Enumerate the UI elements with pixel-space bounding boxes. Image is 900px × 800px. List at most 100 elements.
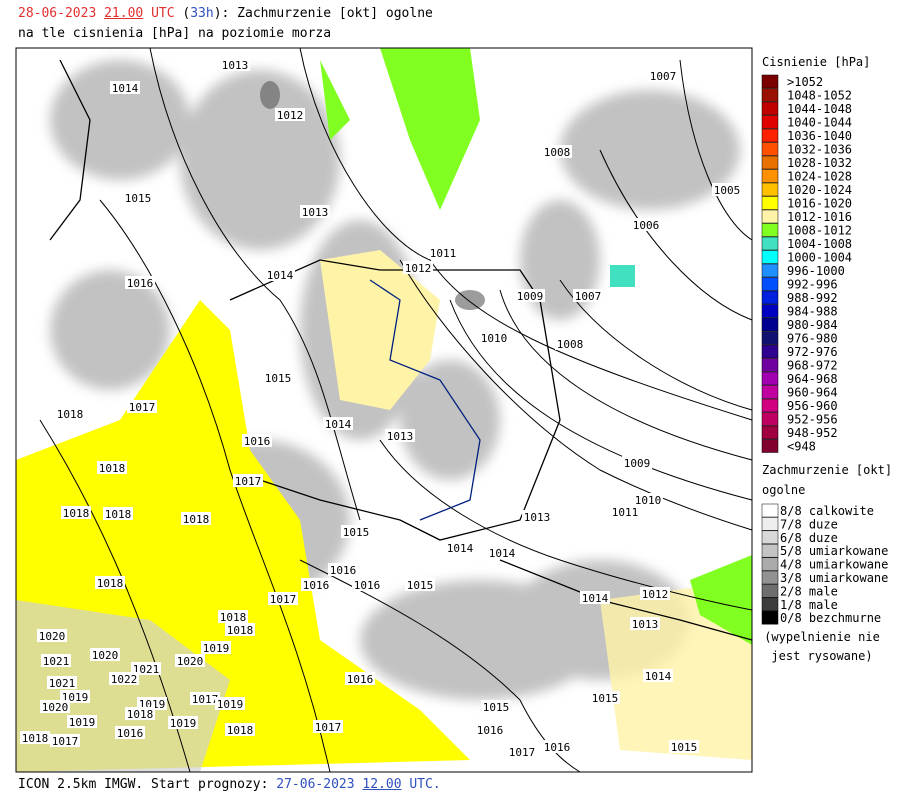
legend-swatch xyxy=(761,169,779,183)
legend-label: 1032-1036 xyxy=(787,143,852,157)
teal-area xyxy=(610,265,635,287)
isobar-label: 1016 xyxy=(303,579,330,592)
isobar-label-bg xyxy=(405,578,435,591)
isobar-label: 1005 xyxy=(714,184,741,197)
isobar-label: 1016 xyxy=(127,277,154,290)
isobar-label-bg xyxy=(61,506,91,519)
footer: ICON 2.5km IMGW. Start prognozy: 27-06-2… xyxy=(18,777,441,792)
legend-swatch xyxy=(761,597,779,612)
isobar-label: 1020 xyxy=(42,701,69,714)
start-utc: UTC. xyxy=(409,777,441,792)
isobar-label: 1014 xyxy=(267,269,294,282)
isobar-label-bg xyxy=(47,676,77,689)
isobars xyxy=(39,47,753,773)
legend-swatch xyxy=(761,290,779,305)
isobar-label-bg xyxy=(127,400,157,413)
legend-swatch xyxy=(761,557,779,571)
isobar-label-bg xyxy=(385,429,415,442)
isobar-label: 1017 xyxy=(315,721,342,734)
isobar-label-bg xyxy=(669,740,699,753)
isobar-label: 1013 xyxy=(222,59,249,72)
isobar-label-bg xyxy=(225,723,255,736)
isobar-label: 1021 xyxy=(133,663,160,676)
legend-label: 1048-1052 xyxy=(787,89,852,103)
legend-swatch xyxy=(761,425,779,440)
legend-swatch xyxy=(761,142,779,156)
isobar-label: 1016 xyxy=(347,673,374,686)
isobar-label-bg xyxy=(313,720,343,733)
isobar-label: 1015 xyxy=(343,526,370,539)
isobar-label: 1018 xyxy=(127,708,154,721)
isobar-label: 1017 xyxy=(270,593,297,606)
isobar-label-bg xyxy=(573,289,603,302)
isobar-label-bg xyxy=(487,546,517,559)
legend-swatch xyxy=(761,263,779,278)
legend-swatch xyxy=(761,543,779,558)
isobar-label-bg xyxy=(300,205,330,218)
green-area xyxy=(320,48,480,210)
legend-swatch xyxy=(761,412,779,426)
legend-swatch xyxy=(761,570,779,585)
legend-label: 1016-1020 xyxy=(787,197,852,211)
isobar-label-bg xyxy=(110,81,140,94)
isobar-label-bg xyxy=(97,461,127,474)
isobar-label: 1007 xyxy=(575,290,602,303)
isobar-label-bg xyxy=(631,218,661,231)
legend-swatch xyxy=(761,371,779,386)
isobar-label: 1019 xyxy=(69,716,96,729)
legend-swatch xyxy=(761,331,779,345)
legend-swatch xyxy=(761,250,779,264)
isobar-label: 1018 xyxy=(97,577,124,590)
legend-swatch xyxy=(761,223,779,237)
isobar-label-bg xyxy=(190,692,220,705)
legend-label: 1028-1032 xyxy=(787,156,852,170)
isobar-label-bg xyxy=(542,740,572,753)
isobar-label-bg xyxy=(301,578,331,591)
isobar-label-bg xyxy=(37,629,67,642)
isobar-label-bg xyxy=(201,641,231,654)
isobar-label: 1020 xyxy=(177,655,204,668)
isobar-label: 1016 xyxy=(330,564,357,577)
isobar-label-bg xyxy=(515,289,545,302)
isobar-label-bg xyxy=(242,434,272,447)
map-frame xyxy=(15,47,753,773)
legend-swatch xyxy=(761,503,779,518)
legend-label: 988-992 xyxy=(787,291,838,305)
isobar-label: 1015 xyxy=(483,701,510,714)
isobar-label: 1017 xyxy=(129,401,156,414)
isobar-label: 1009 xyxy=(517,290,544,303)
legend-label: 956-960 xyxy=(787,399,838,413)
isobar-label-bg xyxy=(225,623,255,636)
isobar-label-bg xyxy=(555,337,585,350)
isobar-label-bg xyxy=(20,731,50,744)
isobar-label-bg xyxy=(481,700,511,713)
isobar-label-bg xyxy=(610,505,640,518)
legend-label: 1000-1004 xyxy=(787,251,852,265)
isobar-label-bg xyxy=(123,191,153,204)
legend-label: 968-972 xyxy=(787,359,838,373)
isobar-label: 1016 xyxy=(544,741,571,754)
isobar-label: 1011 xyxy=(612,506,639,519)
legend-label: 4/8 umiarkowane xyxy=(780,558,888,572)
isobar-label-bg xyxy=(475,723,505,736)
isobar-label-bg xyxy=(522,510,552,523)
legend-label: 1/8 male xyxy=(780,598,838,612)
isobar-label: 1018 xyxy=(227,624,254,637)
legend-label: 7/8 duze xyxy=(780,517,838,531)
isobar-label: 1018 xyxy=(63,507,90,520)
isobar-label: 1019 xyxy=(170,717,197,730)
legend-swatch xyxy=(761,584,779,598)
legend-label: 2/8 male xyxy=(780,584,838,598)
isobar-label: 1017 xyxy=(235,475,262,488)
legend-label: 3/8 umiarkowane xyxy=(780,571,888,585)
isobar-label-bg xyxy=(622,456,652,469)
legend-note: jest rysowane) xyxy=(771,649,872,663)
legend-swatch xyxy=(761,530,779,545)
isobar-label-bg xyxy=(168,716,198,729)
isobar-label: 1012 xyxy=(405,262,432,275)
legend-label: 976-980 xyxy=(787,332,838,346)
isobar-label-bg xyxy=(60,690,90,703)
legend-swatch xyxy=(761,74,779,89)
legend-swatch xyxy=(761,196,779,210)
isobar-label-bg xyxy=(95,576,125,589)
